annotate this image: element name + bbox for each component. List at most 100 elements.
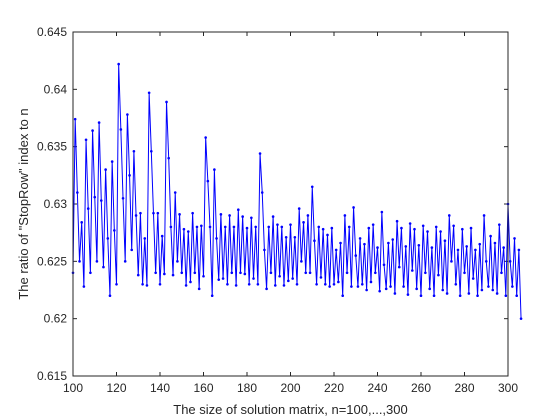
data-point	[132, 149, 136, 153]
data-point	[243, 272, 247, 276]
data-point	[341, 294, 345, 298]
data-point	[106, 237, 110, 240]
data-point	[121, 196, 125, 200]
x-tick-label: 200	[280, 381, 300, 395]
data-point	[324, 282, 327, 286]
x-tick-label: 140	[150, 381, 170, 395]
data-point	[289, 223, 292, 226]
y-axis-title: The ratio of "StopRow" index to n	[16, 108, 31, 299]
data-point	[402, 285, 405, 288]
data-point	[404, 245, 408, 248]
data-point	[150, 149, 153, 153]
data-point	[297, 207, 301, 210]
data-point	[134, 214, 138, 217]
data-point	[176, 260, 179, 263]
data-point	[474, 248, 477, 252]
data-point	[463, 271, 466, 275]
data-point	[334, 248, 338, 252]
data-point	[393, 292, 397, 295]
data-point	[136, 273, 140, 277]
data-point	[202, 274, 205, 278]
data-point	[115, 282, 118, 286]
data-point	[206, 179, 210, 183]
data-point	[382, 263, 386, 267]
data-point	[478, 242, 482, 246]
data-point	[173, 191, 177, 194]
data-point	[282, 284, 286, 287]
data-point	[119, 128, 123, 131]
data-point	[113, 229, 116, 232]
data-point	[147, 91, 151, 95]
data-point	[200, 224, 203, 228]
data-point	[428, 287, 432, 291]
data-point	[232, 225, 236, 229]
data-point	[426, 230, 429, 233]
data-point	[193, 271, 197, 275]
data-point	[519, 317, 523, 320]
data-point	[76, 191, 79, 194]
data-point	[215, 237, 218, 240]
data-point	[511, 285, 514, 288]
data-point	[515, 294, 518, 298]
data-point	[102, 265, 105, 269]
data-point	[143, 237, 147, 240]
data-point	[374, 271, 377, 275]
data-point	[326, 233, 329, 237]
data-point	[167, 156, 170, 160]
data-point	[387, 241, 390, 245]
data-point	[419, 294, 423, 298]
data-point	[152, 211, 155, 215]
data-point	[247, 282, 251, 286]
data-point	[461, 227, 464, 231]
data-point	[443, 239, 447, 242]
data-point	[347, 225, 351, 229]
data-point	[332, 282, 336, 286]
data-point	[343, 214, 347, 217]
data-point	[482, 214, 486, 217]
data-point	[391, 238, 395, 241]
data-point	[467, 292, 471, 295]
data-point	[513, 237, 516, 240]
data-point	[291, 277, 294, 280]
data-point	[245, 226, 249, 230]
data-point	[502, 246, 505, 249]
data-point	[104, 168, 107, 171]
data-point	[108, 294, 112, 298]
data-point	[234, 284, 238, 287]
data-point	[241, 215, 244, 218]
data-point	[223, 225, 227, 229]
data-point	[517, 248, 521, 252]
data-point	[93, 195, 97, 199]
data-point	[284, 235, 288, 239]
data-point	[219, 213, 223, 216]
data-point	[493, 241, 497, 245]
data-point	[378, 289, 381, 293]
data-point	[484, 260, 488, 263]
data-point	[304, 271, 308, 275]
data-point	[269, 271, 273, 275]
data-point	[117, 62, 120, 66]
data-point	[156, 211, 160, 215]
data-point	[208, 225, 212, 229]
data-point	[197, 287, 201, 291]
data-point	[84, 138, 88, 142]
y-tick-label: 0.615	[37, 369, 67, 383]
data-point	[128, 174, 131, 177]
data-point	[465, 245, 468, 248]
data-point	[130, 248, 134, 252]
data-point	[439, 230, 442, 233]
x-axis-ticks: 100 120 140 160 180 200 220 240 260 280 300	[63, 32, 518, 395]
data-point	[254, 225, 257, 229]
data-point	[267, 225, 271, 229]
data-point	[306, 214, 310, 217]
data-point	[434, 225, 438, 229]
x-tick-label: 100	[63, 381, 83, 395]
data-point	[91, 129, 94, 132]
data-point	[411, 269, 414, 272]
data-point	[441, 288, 445, 292]
data-point	[319, 276, 323, 279]
data-point	[345, 271, 349, 275]
data-point	[504, 294, 508, 298]
data-point	[432, 294, 436, 298]
